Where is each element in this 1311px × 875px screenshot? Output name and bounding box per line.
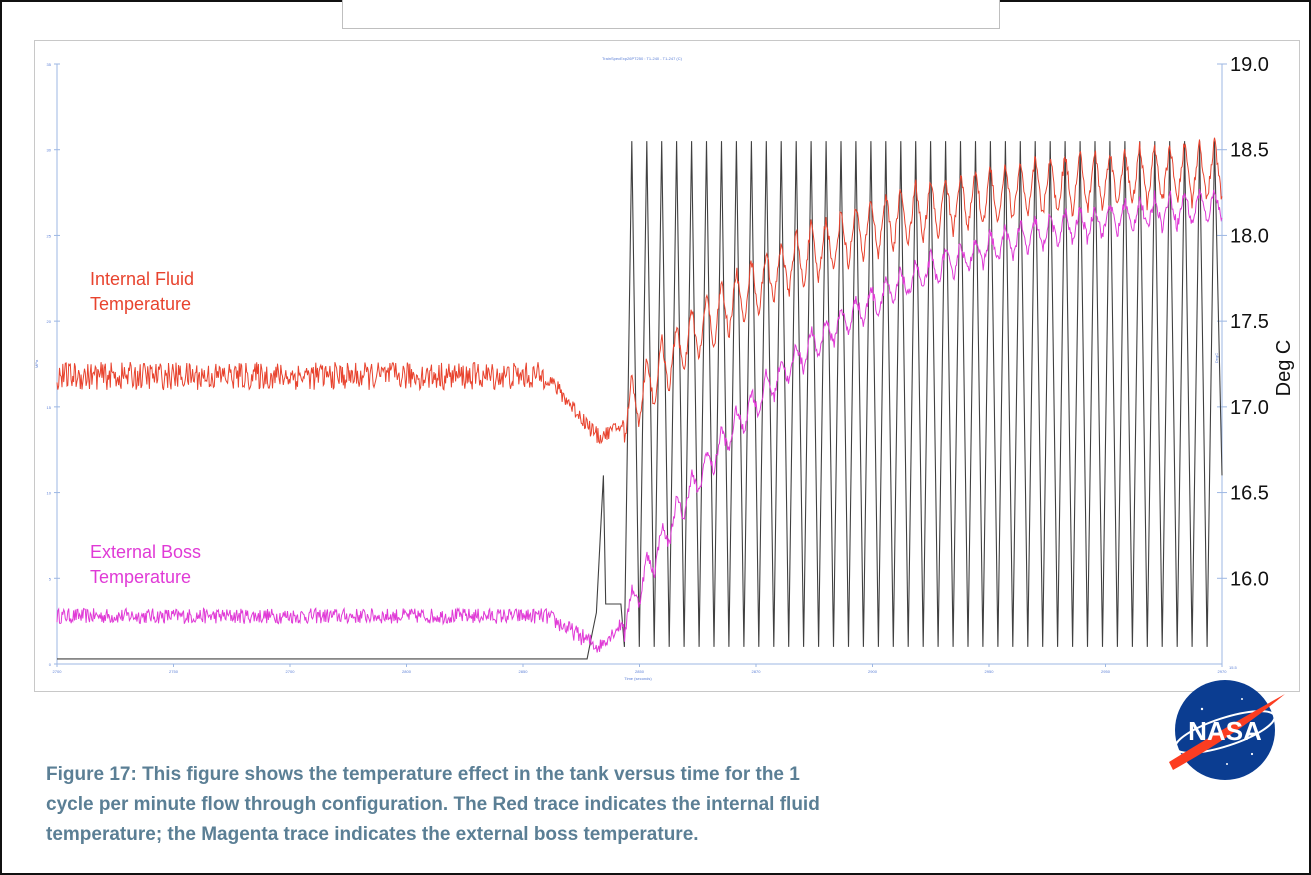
right-tick-label: 17.5 (1230, 311, 1269, 333)
left-tick-label: 0 (49, 662, 52, 667)
internal-fluid-label-line-2: Temperature (90, 294, 191, 314)
external-boss-series-line (56, 188, 1223, 653)
header-notch (342, 0, 1000, 29)
left-tick-label: 25 (47, 233, 52, 238)
caption-line-1: Figure 17: This figure shows the tempera… (46, 764, 800, 785)
external-boss-label-line-2: Temperature (90, 567, 191, 587)
left-tick-label: 35 (47, 62, 52, 67)
right-small-end-tick: 15.5 (1229, 665, 1238, 670)
right-tick-label: 16.5 (1230, 483, 1269, 505)
nasa-meatball-logo: NASA (1169, 680, 1285, 780)
left-tick-label: 30 (47, 148, 52, 153)
x-axis-ticks: 2700 2750 2700 2800 2850 2850 2870 2900 2950 2950… (53, 664, 1228, 674)
left-tick-label: 5 (49, 576, 52, 581)
x-tick-label: 2800 (402, 669, 412, 674)
plot-frame (34, 40, 1300, 692)
chart-axes: TrainSpecExp26PT250 : T1-240 - T1-247 (C… (34, 56, 1295, 681)
x-tick-label: 2700 (53, 669, 63, 674)
pressure-series-line (57, 141, 1223, 660)
x-tick-label: 2950 (985, 669, 995, 674)
nasa-logo-text: NASA (1188, 716, 1262, 746)
left-axis-ticks: 0 5 10 15 20 25 30 35 (47, 62, 60, 667)
right-tick-label: 19.0 (1230, 54, 1269, 76)
x-tick-label: 2870 (752, 669, 762, 674)
right-axis-ticks: 16.0 16.5 17.0 17.5 18.0 18.5 19.0 (1217, 54, 1269, 590)
left-tick-label: 20 (47, 319, 52, 324)
right-tick-label: 16.0 (1230, 568, 1269, 590)
right-tick-label: 18.0 (1230, 225, 1269, 247)
figure-caption: Figure 17: This figure shows the tempera… (46, 760, 1146, 850)
x-tick-label: 2700 (286, 669, 296, 674)
caption-line-3: temperature; the Magenta trace indicates… (46, 824, 699, 845)
external-boss-label-line-1: External Boss (90, 542, 201, 562)
x-axis-label: Time (seconds) (624, 676, 652, 681)
left-tick-label: 10 (47, 491, 52, 496)
series-layer (56, 137, 1223, 660)
x-tick-label: 2970 (1218, 669, 1228, 674)
internal-fluid-series-line (56, 137, 1223, 445)
x-tick-label: 2750 (169, 669, 179, 674)
x-tick-label: 2950 (1101, 669, 1111, 674)
x-tick-label: 2850 (519, 669, 529, 674)
right-tick-label: 18.5 (1230, 140, 1269, 162)
right-axis-label: Deg C (1273, 340, 1295, 397)
annotation-layer: Internal Fluid Temperature External Boss Te… (90, 269, 201, 587)
x-tick-label: 2900 (868, 669, 878, 674)
left-tick-label: 15 (47, 405, 52, 410)
x-tick-label: 2850 (635, 669, 645, 674)
right-tick-label: 17.0 (1230, 397, 1269, 419)
internal-fluid-label-line-1: Internal Fluid (90, 269, 194, 289)
chart-title: TrainSpecExp26PT250 : T1-240 - T1-247 (C… (602, 56, 683, 61)
caption-line-2: cycle per minute flow through configurat… (46, 794, 820, 815)
right-axis-small-label: DegC (1214, 353, 1219, 363)
left-axis-label: MPa (34, 359, 39, 368)
